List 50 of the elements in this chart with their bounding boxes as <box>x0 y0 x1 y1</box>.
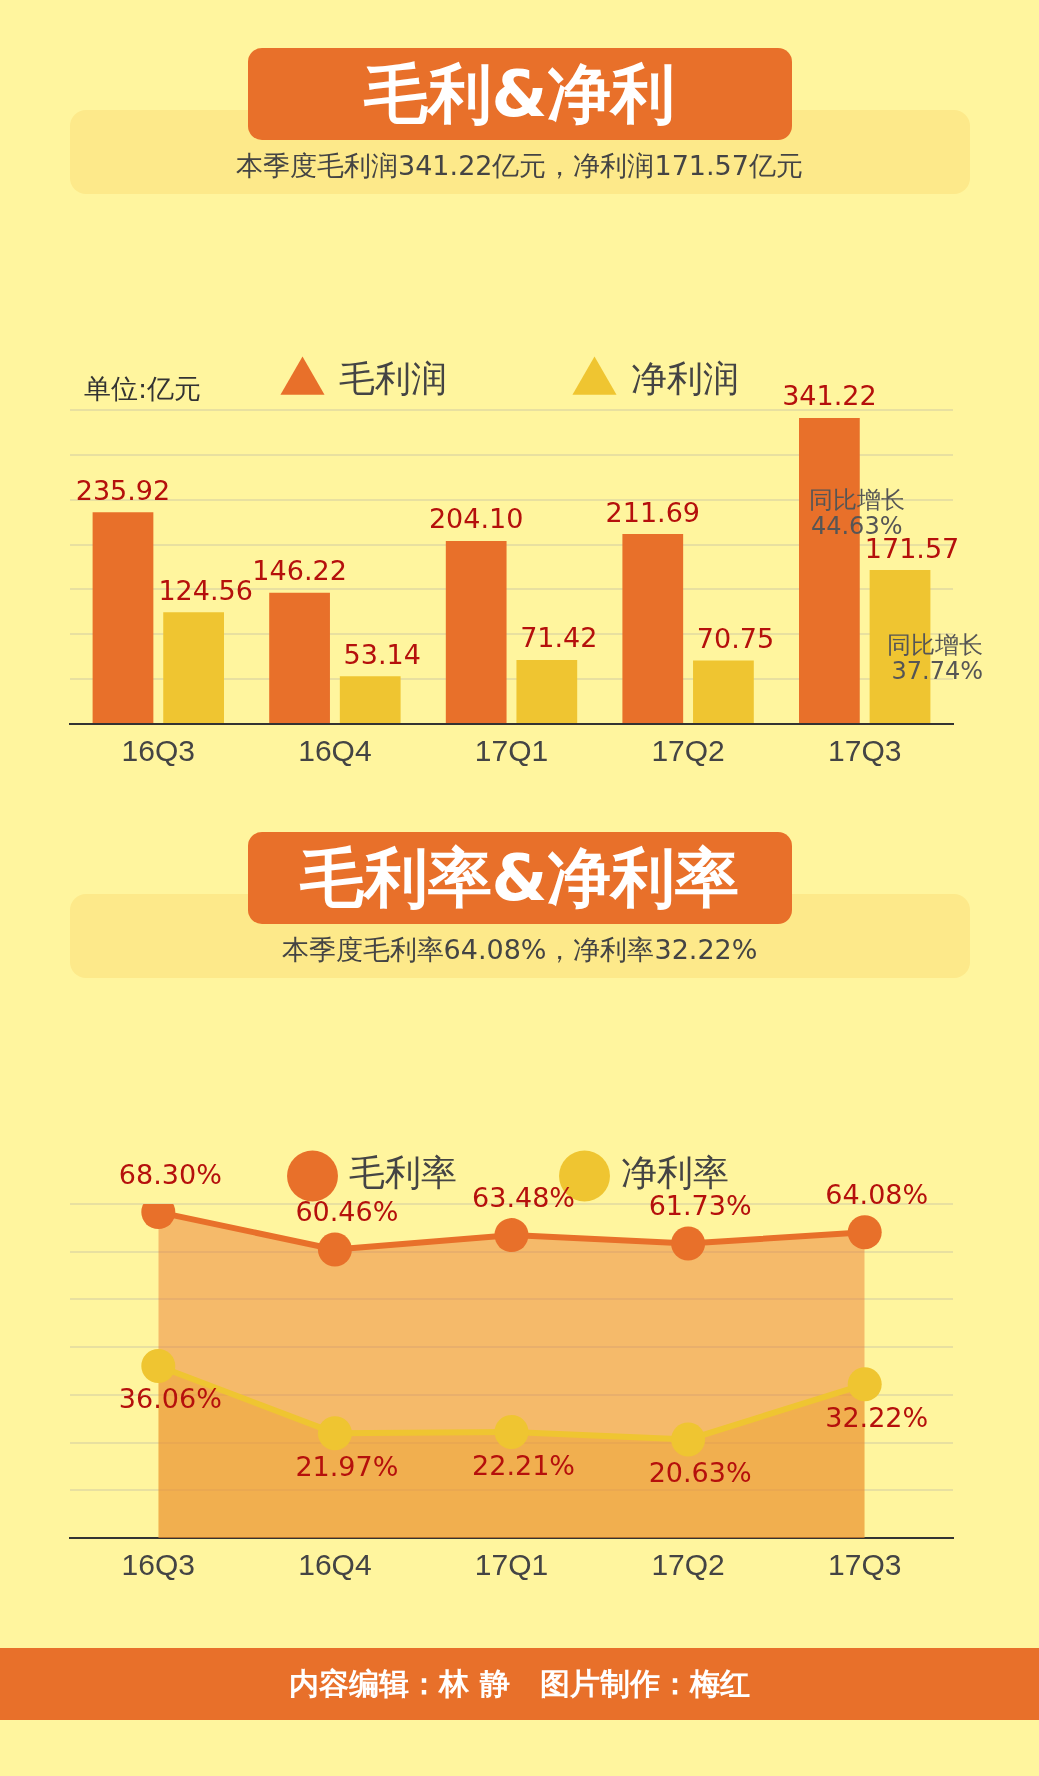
bar <box>163 612 224 723</box>
point <box>317 1416 352 1451</box>
bar <box>92 512 154 723</box>
legend-label: 毛利率 <box>348 1152 457 1194</box>
data-label: 21.97% <box>295 1450 399 1482</box>
data-label: 53.14 <box>343 638 421 670</box>
data-label: 211.69 <box>605 496 701 528</box>
point <box>494 1415 529 1450</box>
x-tick-label: 16Q3 <box>121 1548 195 1582</box>
x-tick-label: 17Q3 <box>828 734 902 768</box>
data-label: 20.63% <box>648 1457 752 1489</box>
data-label: 70.75 <box>696 623 775 655</box>
x-tick-label: 16Q4 <box>298 734 372 768</box>
x-tick-label: 16Q3 <box>121 734 195 768</box>
data-label: 36.06% <box>118 1383 222 1415</box>
point <box>671 1422 706 1457</box>
bar <box>516 659 578 723</box>
chart-subtitle: 本季度毛利润341.22亿元，净利润171.57亿元 <box>236 150 803 181</box>
data-label: 235.92 <box>75 474 171 506</box>
bar <box>269 592 330 723</box>
chart-title: 毛利率&净利率 <box>247 832 792 924</box>
data-label: 204.10 <box>428 503 524 535</box>
point <box>847 1367 882 1402</box>
y-axis-title: 单位:亿元 <box>84 372 202 404</box>
data-label: 146.22 <box>252 555 347 587</box>
data-label: 71.42 <box>520 622 598 654</box>
bar <box>339 676 401 723</box>
chart-title: 毛利&净利 <box>247 48 792 140</box>
x-tick-label: 17Q1 <box>474 734 549 768</box>
data-label: 22.21% <box>472 1449 575 1481</box>
point <box>141 1348 176 1383</box>
data-label: 60.46% <box>295 1196 399 1228</box>
data-label: 68.30% <box>118 1158 222 1190</box>
x-tick-label: 17Q2 <box>651 734 725 768</box>
chart-subtitle: 本季度毛利率64.08%，净利率32.22% <box>281 934 758 965</box>
x-tick-label: 17Q1 <box>474 1548 549 1582</box>
data-label: 124.56 <box>158 574 253 606</box>
data-label: 32.22% <box>825 1401 929 1433</box>
data-label: 63.48% <box>472 1181 575 1213</box>
bar <box>445 540 507 723</box>
x-tick-label: 17Q3 <box>828 1548 902 1582</box>
bar <box>693 660 754 723</box>
text: 内容编辑：林 静 图片制作：梅红 <box>0 1648 1039 1720</box>
legend-label: 净利润 <box>630 358 739 400</box>
x-tick-label: 17Q2 <box>651 1548 725 1582</box>
data-label: 64.08% <box>825 1178 929 1210</box>
data-label: 341.22 <box>782 380 877 412</box>
bar <box>622 534 684 723</box>
x-tick-label: 16Q4 <box>298 1548 372 1582</box>
legend-label: 毛利润 <box>338 358 447 400</box>
